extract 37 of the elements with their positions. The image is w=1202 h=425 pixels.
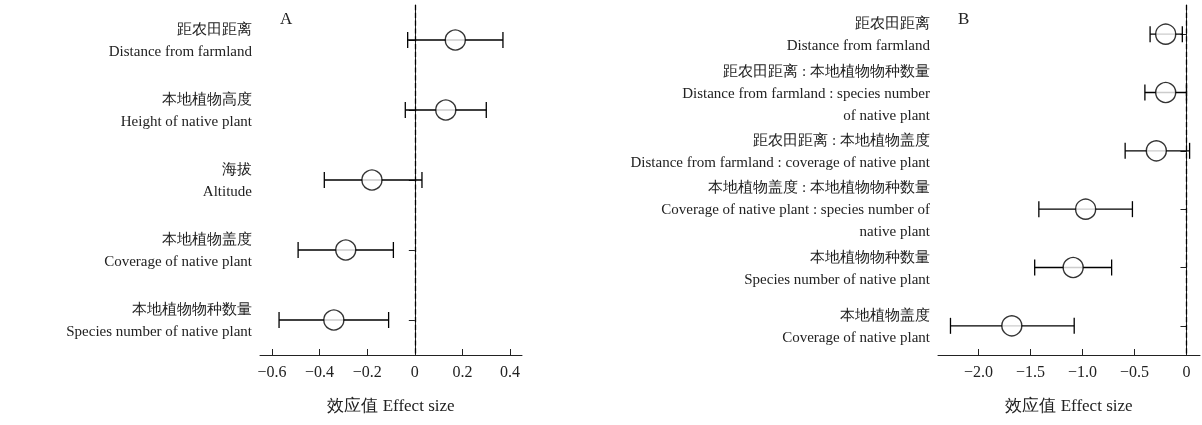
point [1062, 256, 1084, 279]
x-tick-label: 0 [410, 362, 419, 380]
x-tick-label: 0 [1182, 362, 1191, 380]
point [444, 29, 467, 51]
x-tick-label: −0.6 [257, 362, 287, 380]
y-tick-label: 本地植物高度 Height of native plant [120, 91, 253, 129]
annotation: A [280, 9, 293, 28]
x-tick-label: 0.4 [500, 362, 521, 380]
point [1145, 140, 1168, 162]
y-tick-label: 本地植物物种数量 Species number of native plant [744, 248, 931, 287]
point [323, 309, 345, 331]
point [1155, 23, 1177, 45]
x-tick-label: −0.2 [352, 362, 382, 380]
y-tick-label: 海拔 Altitude [202, 161, 253, 199]
y-tick-label: 距农田距离 : 本地植物物种数量 Distance from farmland : species number of native plant [682, 62, 931, 123]
x-tick-label: −0.5 [1119, 362, 1150, 380]
x-tick-label: −1.5 [1016, 362, 1046, 380]
y-tick-label: 本地植物盖度 Coverage of native plant [104, 231, 253, 269]
x-tick-label: −1.0 [1068, 362, 1098, 380]
point [335, 239, 357, 261]
point [1155, 81, 1177, 104]
y-tick-label: 本地植物物种数量 Species number of native plant [66, 301, 253, 339]
y-tick-label: 本地植物盖度 Coverage of native plant [782, 306, 931, 345]
x-tick-label: −2.0 [964, 362, 994, 380]
x-tick-label: −0.4 [305, 362, 335, 380]
y-tick-label: 本地植物盖度 : 本地植物物种数量 Coverage of native plant : species number of native plant [661, 179, 931, 240]
y-tick-label: 距农田距离 Distance from farmland [108, 21, 253, 59]
point [361, 169, 383, 191]
y-tick-label: 距农田距离 : 本地植物盖度 Distance from farmland : coverage of native plant [630, 131, 931, 170]
point [1001, 315, 1023, 337]
point [1074, 198, 1097, 220]
x-tick-label: 0.2 [452, 362, 473, 380]
y-tick-label: 距农田距离 Distance from farmland [786, 15, 931, 54]
point [435, 99, 457, 121]
x-axis-title: 效应值 Effect size [327, 396, 455, 415]
annotation: B [958, 9, 970, 28]
x-axis-title: 效应值 Effect size [1005, 396, 1133, 415]
